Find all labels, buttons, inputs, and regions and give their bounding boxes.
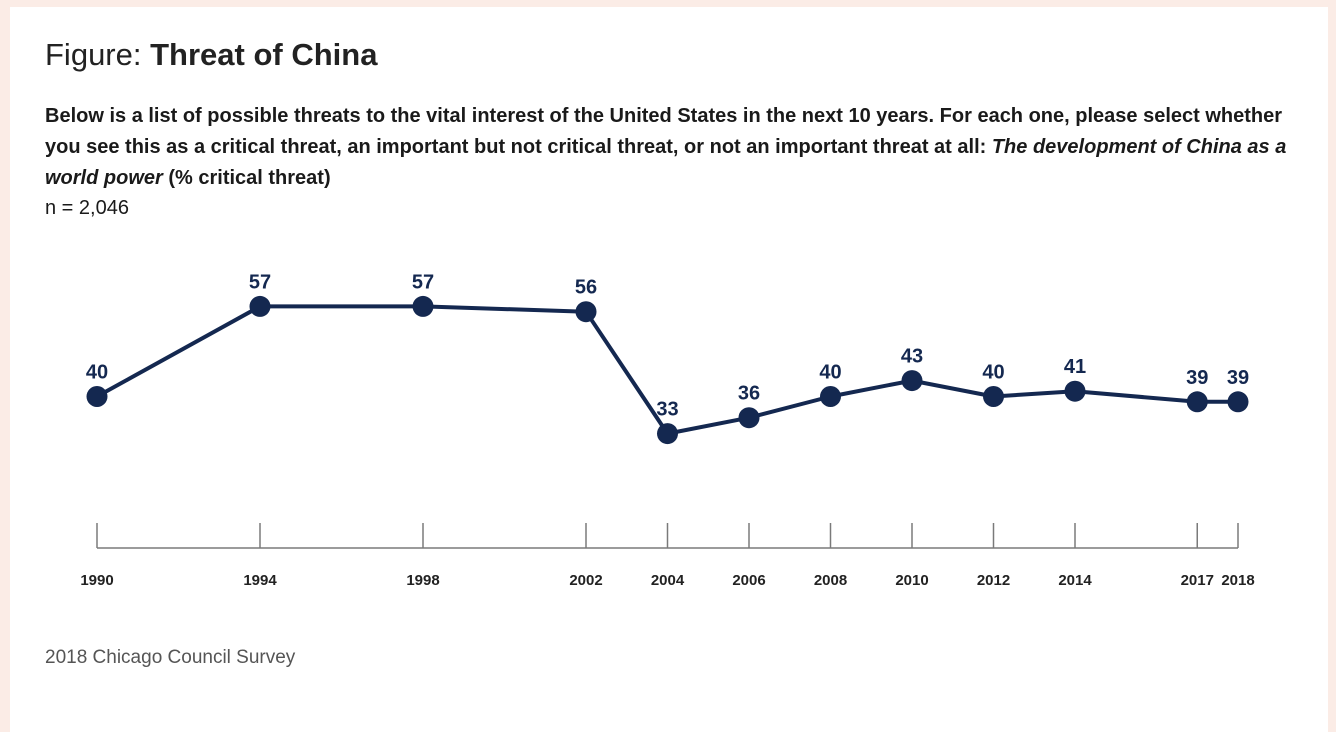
data-point — [820, 386, 841, 407]
figure-title: Figure: Threat of China — [45, 37, 377, 73]
x-tick-label: 2018 — [1221, 572, 1254, 589]
x-tick-label: 2008 — [814, 572, 847, 589]
data-point — [738, 407, 760, 429]
data-point — [1227, 391, 1249, 413]
data-label: 40 — [86, 362, 108, 384]
data-label: 43 — [901, 346, 923, 368]
data-point — [1064, 380, 1086, 402]
data-point — [1186, 391, 1208, 413]
survey-question: Below is a list of possible threats to t… — [45, 101, 1295, 194]
data-label: 36 — [738, 383, 760, 405]
data-label: 40 — [819, 362, 841, 384]
data-label: 57 — [412, 271, 434, 293]
question-text: Below is a list of possible threats to t… — [45, 105, 1283, 158]
data-label: 56 — [575, 277, 597, 299]
data-point — [901, 370, 923, 392]
data-point — [657, 423, 678, 445]
series-line — [96, 304, 1238, 436]
question-italic: The development of China as a world powe… — [45, 136, 1287, 189]
data-label: 33 — [656, 399, 678, 421]
data-point — [412, 295, 434, 317]
x-tick-label: 2004 — [651, 572, 685, 589]
x-tick-label: 2010 — [895, 572, 928, 589]
data-label: 40 — [982, 362, 1004, 384]
figure-panel: Figure: Threat of China Below is a list … — [10, 7, 1328, 732]
x-tick-label: 1990 — [80, 572, 113, 589]
data-point — [86, 386, 108, 407]
data-point — [249, 295, 271, 317]
data-point — [983, 386, 1004, 407]
sample-size: n = 2,046 — [45, 197, 129, 219]
data-label: 57 — [249, 271, 271, 293]
figure-title-lead: Figure: — [45, 37, 142, 72]
question-suffix: (% critical threat) — [168, 167, 331, 189]
source-note: 2018 Chicago Council Survey — [45, 647, 296, 668]
x-tick-label: 2006 — [732, 572, 765, 589]
x-tick-label: 2017 — [1181, 572, 1214, 589]
figure-title-main: Threat of China — [150, 37, 378, 72]
data-label: 41 — [1064, 356, 1086, 378]
data-label: 39 — [1227, 367, 1249, 389]
x-tick-label: 2002 — [569, 572, 602, 589]
data-point — [575, 301, 597, 323]
x-tick-label: 2012 — [977, 572, 1010, 589]
data-label: 39 — [1186, 367, 1208, 389]
x-tick-label: 2014 — [1058, 572, 1092, 589]
x-tick-label: 1998 — [406, 572, 439, 589]
x-tick-label: 1994 — [243, 572, 277, 589]
